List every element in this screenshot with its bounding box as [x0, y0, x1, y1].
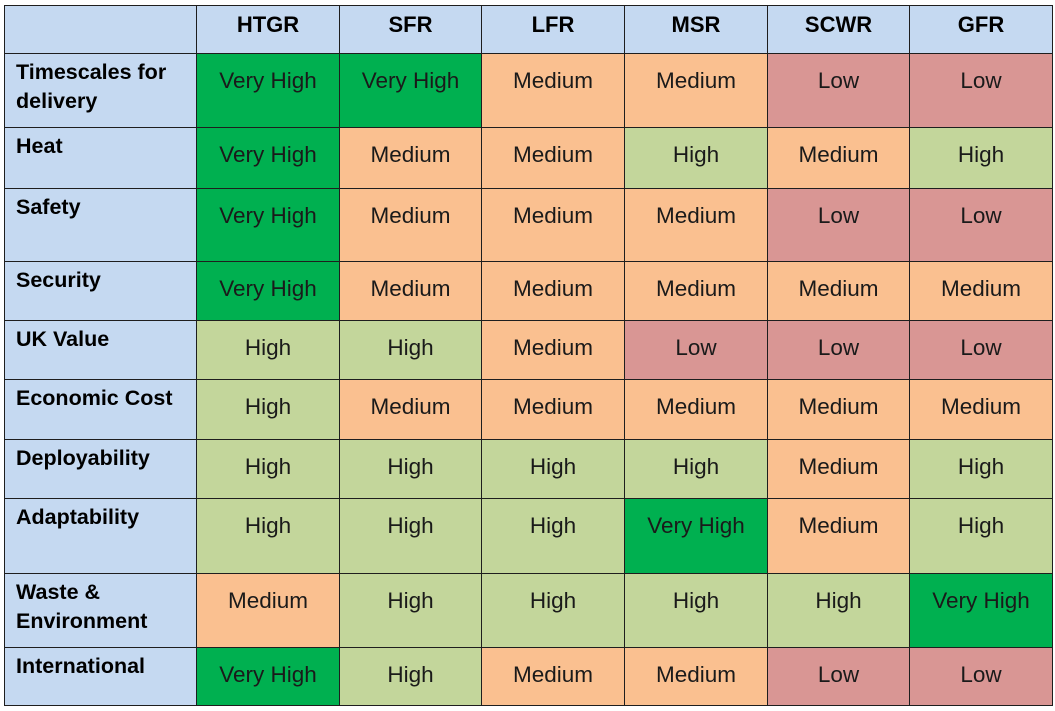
rating-table: HTGR SFR LFR MSR SCWR GFR Timescales for deli… [4, 5, 1053, 706]
rating-cell: Medium [624, 53, 768, 128]
rating-cell: Medium [481, 127, 625, 189]
row-header: Security [4, 261, 197, 321]
rating-cell: High [624, 439, 768, 499]
rating-cell: Medium [481, 53, 625, 128]
rating-cell: High [339, 439, 482, 499]
column-header-htgr: HTGR [196, 5, 340, 54]
column-header-lfr: LFR [481, 5, 625, 54]
rating-cell: Medium [339, 127, 482, 189]
rating-cell: Low [909, 647, 1053, 706]
table-row: International Very High High Medium Medium Lo… [4, 647, 1053, 706]
rating-cell: High [339, 647, 482, 706]
rating-cell: Low [767, 188, 910, 262]
rating-cell: Very High [196, 127, 340, 189]
row-header: UK Value [4, 320, 197, 380]
rating-cell: Medium [767, 498, 910, 574]
rating-cell: Medium [481, 261, 625, 321]
rating-cell: Low [767, 320, 910, 380]
table-row: Waste & Environment Medium High High High Hig… [4, 573, 1053, 648]
rating-cell: High [909, 498, 1053, 574]
rating-cell: Low [909, 188, 1053, 262]
rating-cell: Low [624, 320, 768, 380]
row-header: International [4, 647, 197, 706]
rating-cell: Medium [481, 647, 625, 706]
row-header: Safety [4, 188, 197, 262]
rating-cell: Medium [767, 379, 910, 440]
table-row: Heat Very High Medium Medium High Medium High [4, 127, 1053, 189]
rating-cell: High [196, 379, 340, 440]
rating-cell: Low [767, 53, 910, 128]
rating-cell: Medium [196, 573, 340, 648]
rating-cell: Very High [196, 53, 340, 128]
table-row: UK Value High High Medium Low Low Low [4, 320, 1053, 380]
column-header-msr: MSR [624, 5, 768, 54]
rating-cell: Medium [624, 647, 768, 706]
rating-cell: High [624, 127, 768, 189]
rating-cell: Very High [909, 573, 1053, 648]
rating-cell: High [909, 127, 1053, 189]
rating-cell: Low [767, 647, 910, 706]
column-header-scwr: SCWR [767, 5, 910, 54]
row-header: Waste & Environment [4, 573, 197, 648]
rating-cell: Medium [909, 261, 1053, 321]
rating-cell: High [624, 573, 768, 648]
rating-cell: High [339, 498, 482, 574]
rating-cell: Medium [339, 379, 482, 440]
rating-cell: Medium [339, 261, 482, 321]
table-row: Adaptability High High High Very High Medium H… [4, 498, 1053, 574]
rating-cell: Medium [767, 127, 910, 189]
table-row: Security Very High Medium Medium Medium Mediu… [4, 261, 1053, 321]
row-header: Deployability [4, 439, 197, 499]
header-row: HTGR SFR LFR MSR SCWR GFR [4, 5, 1053, 54]
row-header: Heat [4, 127, 197, 189]
rating-cell: Very High [196, 188, 340, 262]
rating-cell: High [481, 573, 625, 648]
rating-cell: Medium [481, 320, 625, 380]
column-header-gfr: GFR [909, 5, 1053, 54]
rating-cell: Medium [624, 379, 768, 440]
rating-cell: Very High [196, 647, 340, 706]
rating-cell: High [196, 498, 340, 574]
rating-cell: High [196, 320, 340, 380]
row-header: Adaptability [4, 498, 197, 574]
rating-cell: Very High [624, 498, 768, 574]
rating-cell: Low [909, 53, 1053, 128]
table-row: Safety Very High Medium Medium Medium Low Low [4, 188, 1053, 262]
row-header: Economic Cost [4, 379, 197, 440]
column-header-sfr: SFR [339, 5, 482, 54]
rating-cell: Very High [196, 261, 340, 321]
table-row: Timescales for delivery Very High Very Hig… [4, 53, 1053, 128]
rating-cell: Medium [909, 379, 1053, 440]
rating-cell: Medium [624, 261, 768, 321]
rating-cell: Medium [624, 188, 768, 262]
rating-cell: Medium [767, 439, 910, 499]
rating-cell: High [909, 439, 1053, 499]
rating-cell: High [196, 439, 340, 499]
rating-cell: Medium [767, 261, 910, 321]
table-row: Deployability High High High High Medium High [4, 439, 1053, 499]
rating-cell: High [767, 573, 910, 648]
rating-cell: High [339, 573, 482, 648]
rating-cell: Medium [481, 188, 625, 262]
rating-cell: High [481, 498, 625, 574]
table-body: Timescales for delivery Very High Very Hig… [4, 53, 1053, 706]
rating-cell: Medium [339, 188, 482, 262]
rating-cell: Medium [481, 379, 625, 440]
rating-cell: Low [909, 320, 1053, 380]
corner-cell [4, 5, 197, 54]
table-row: Economic Cost High Medium Medium Medium Mediu… [4, 379, 1053, 440]
rating-cell: High [339, 320, 482, 380]
row-header: Timescales for delivery [4, 53, 197, 128]
rating-cell: High [481, 439, 625, 499]
rating-cell: Very High [339, 53, 482, 128]
